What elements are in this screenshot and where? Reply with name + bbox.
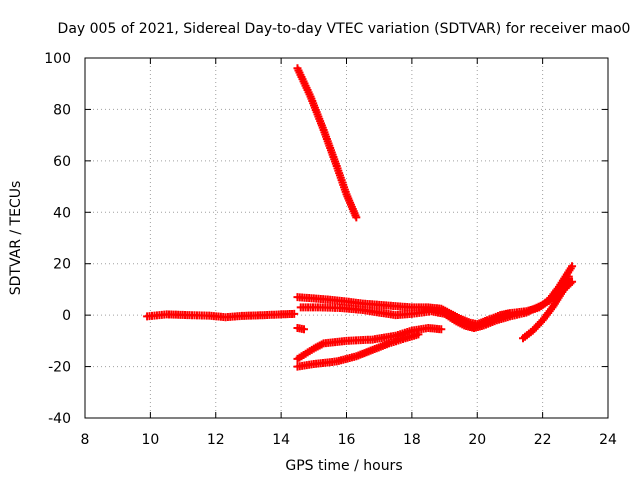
y-tick-label: 60 bbox=[53, 154, 71, 170]
y-tick-label: 40 bbox=[53, 205, 71, 221]
y-tick-label: 0 bbox=[62, 308, 71, 324]
series-track-5 bbox=[293, 324, 309, 334]
y-tick-label: 80 bbox=[53, 102, 71, 118]
y-axis-label: SDTVAR / TECUs bbox=[8, 181, 24, 296]
data-series bbox=[143, 64, 577, 371]
data-point bbox=[300, 325, 309, 334]
series-track-7 bbox=[293, 330, 423, 371]
data-point bbox=[414, 330, 423, 339]
x-axis-label: GPS time / hours bbox=[285, 458, 402, 474]
y-tick-label: -20 bbox=[48, 360, 71, 376]
grid bbox=[85, 58, 608, 418]
x-tick-label: 22 bbox=[534, 432, 552, 448]
x-tick-label: 14 bbox=[272, 432, 290, 448]
x-tick-label: 12 bbox=[207, 432, 225, 448]
series-track-8 bbox=[519, 272, 573, 343]
data-point bbox=[290, 309, 299, 318]
chart-title: Day 005 of 2021, Sidereal Day-to-day VTE… bbox=[58, 21, 631, 37]
y-tick-label: 20 bbox=[53, 257, 71, 273]
data-point bbox=[437, 325, 446, 334]
data-point bbox=[568, 262, 577, 271]
data-point bbox=[352, 213, 361, 222]
x-tick-label: 10 bbox=[141, 432, 159, 448]
x-tick-label: 8 bbox=[81, 432, 90, 448]
data-point bbox=[564, 272, 573, 281]
series-track-4 bbox=[296, 277, 577, 332]
y-tick-label: -40 bbox=[48, 411, 71, 427]
series-track-1 bbox=[143, 309, 299, 322]
x-tick-label: 24 bbox=[599, 432, 617, 448]
series-track-2 bbox=[293, 64, 361, 222]
x-tick-label: 18 bbox=[403, 432, 421, 448]
y-tick-label: 100 bbox=[44, 51, 71, 67]
series-track-6 bbox=[293, 324, 446, 363]
x-tick-label: 20 bbox=[468, 432, 486, 448]
series-track-3 bbox=[293, 262, 577, 329]
x-tick-label: 16 bbox=[338, 432, 356, 448]
axis-ticks: 8 10 12 14 16 18 20 22 24 -40 -20 0 20 40 60 80 100 bbox=[44, 51, 617, 448]
